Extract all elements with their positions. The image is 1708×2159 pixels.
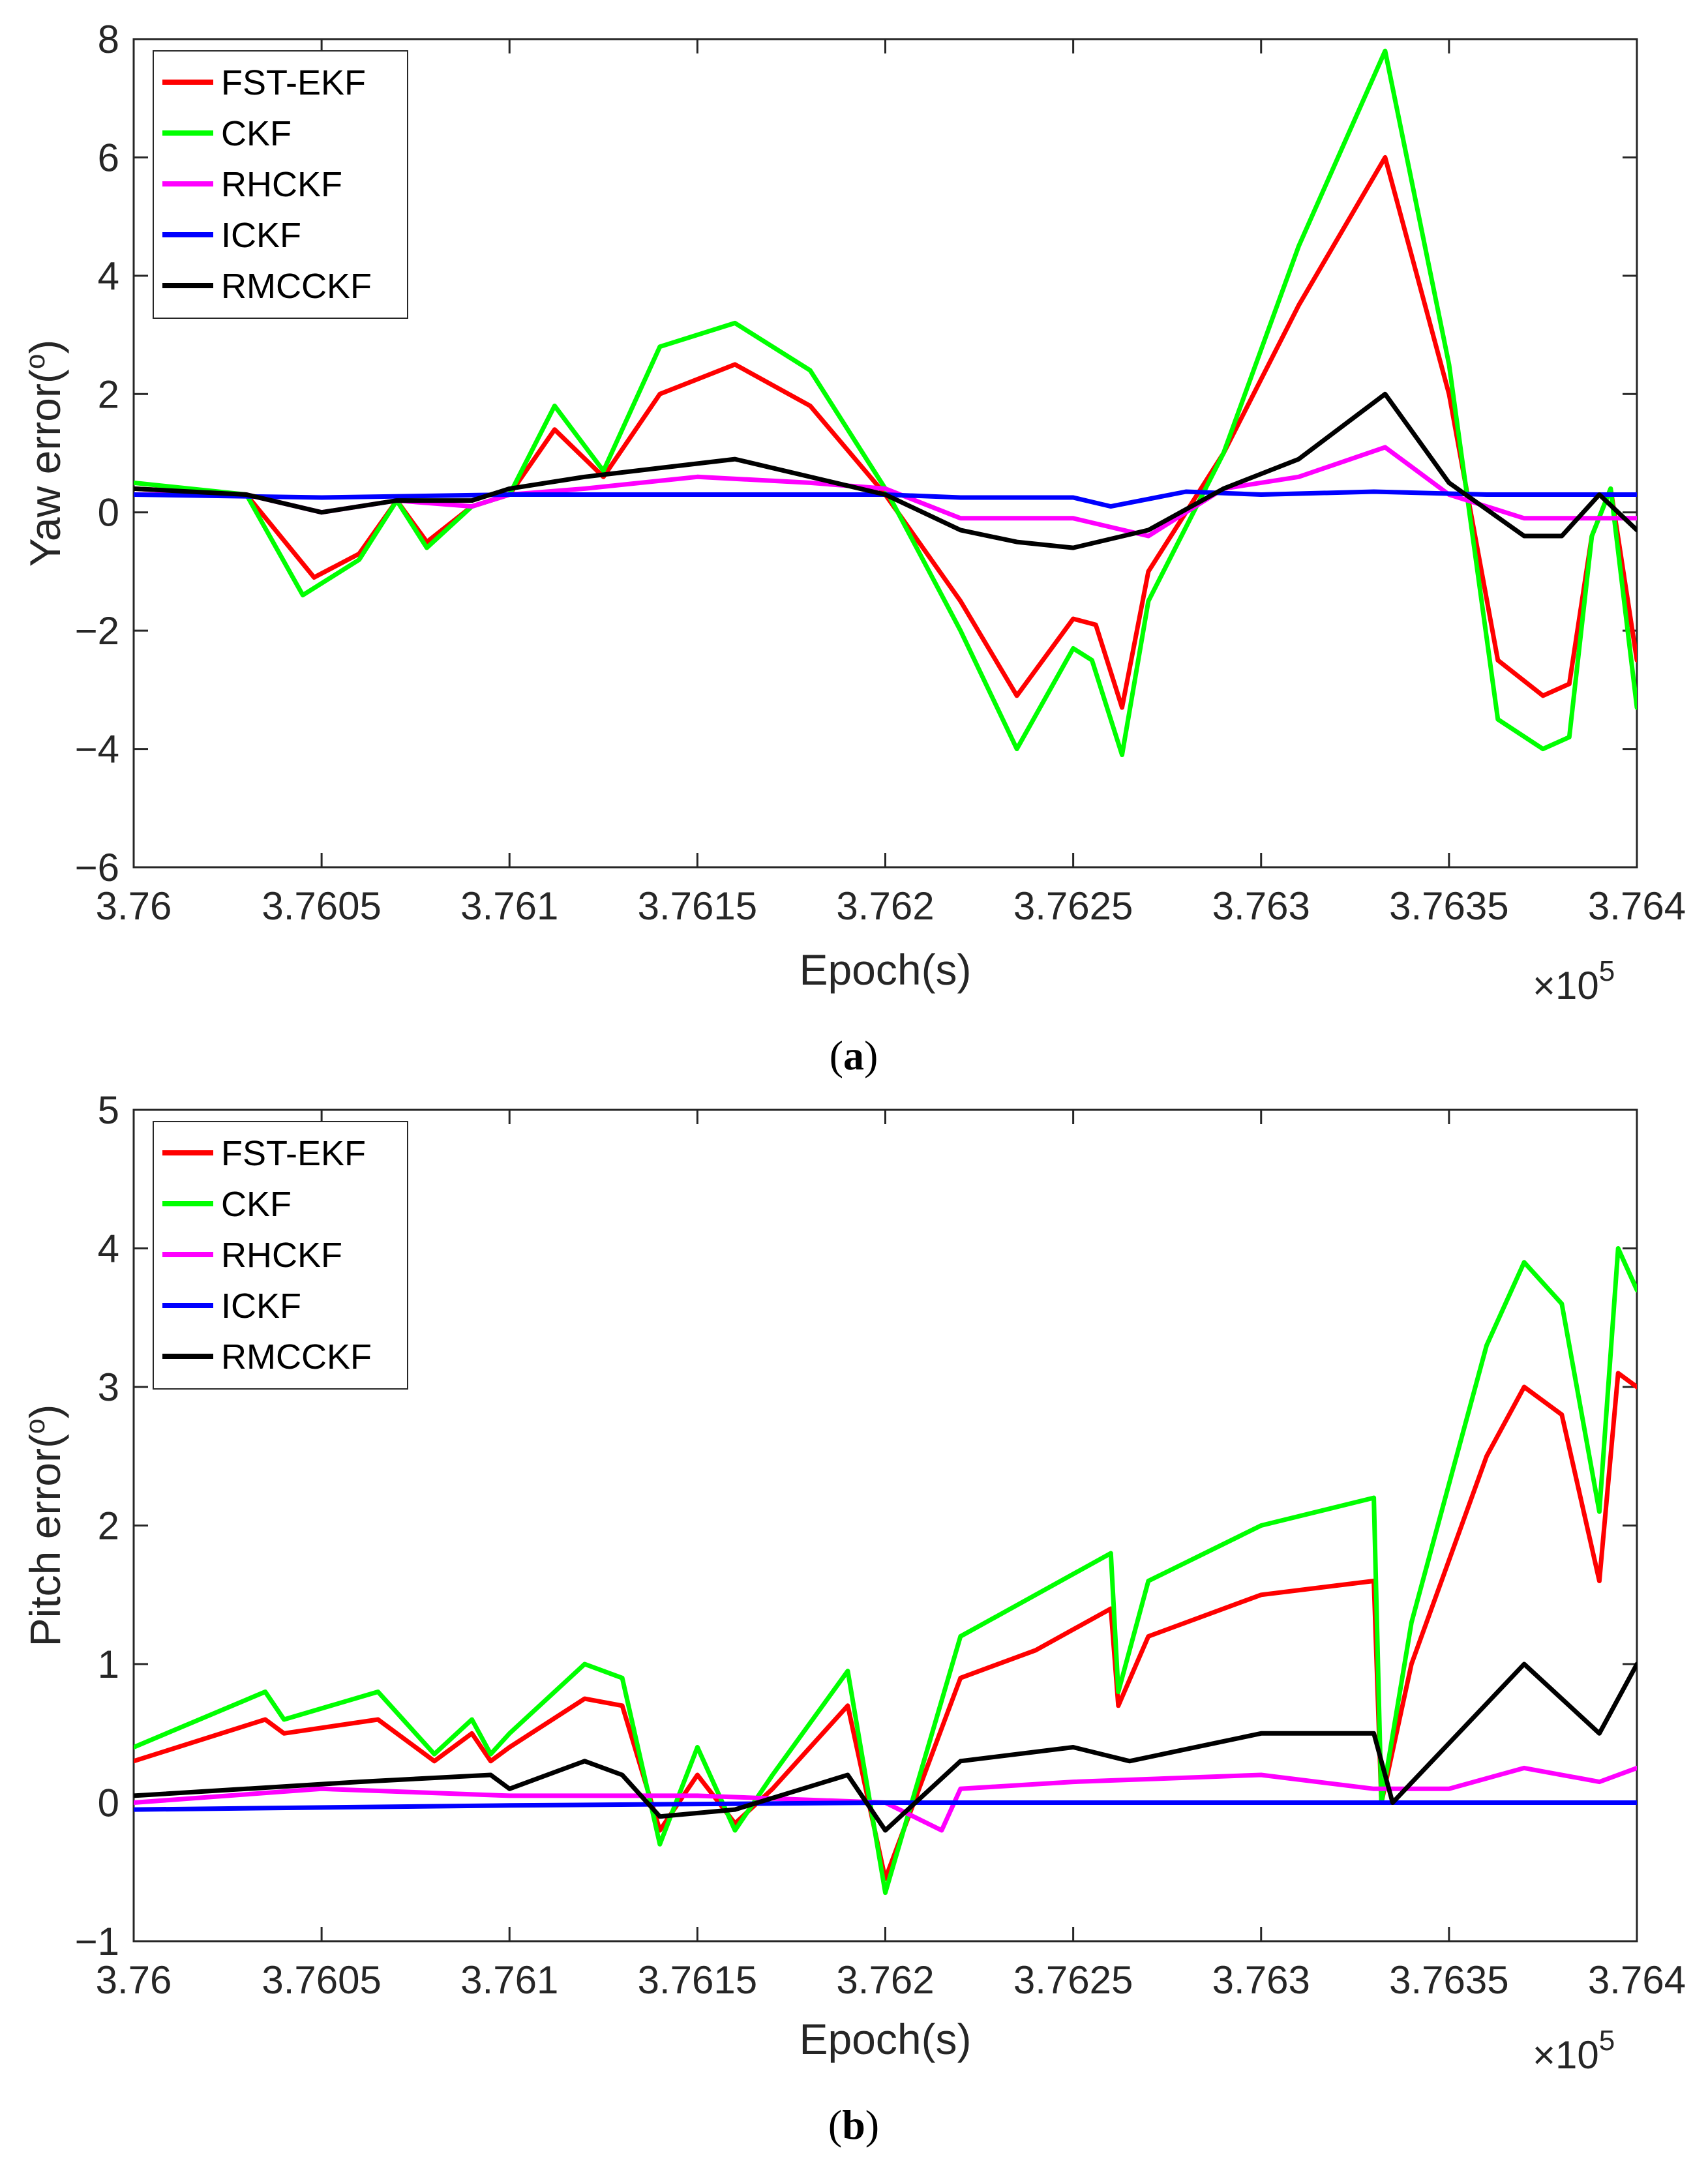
yaw-y-tick-label: 6 xyxy=(98,136,119,179)
yaw-y-tick-label: 0 xyxy=(98,491,119,535)
pitch-legend-label-fst-ekf: FST-EKF xyxy=(221,1134,366,1173)
yaw-y-tick-label: 2 xyxy=(98,372,119,416)
yaw-y-axis-label-text: Yaw error( xyxy=(21,369,69,567)
yaw-legend-label-rhckf: RHCKF xyxy=(221,165,342,204)
pitch-y-tick-label: −1 xyxy=(75,1920,119,1963)
yaw-x-tick-label: 3.7605 xyxy=(262,884,382,928)
yaw-y-tick-label: 8 xyxy=(98,18,119,61)
pitch-y-tick-label: 3 xyxy=(98,1365,119,1409)
pitch-x-axis-label: Epoch(s) xyxy=(799,2015,971,2063)
yaw-axis-ticks: 3.76 3.7605 3.761 3.7615 3.762 3.7625 3.763 3.7… xyxy=(75,18,1686,928)
pitch-y-tick-label: 0 xyxy=(98,1781,119,1825)
yaw-x-tick-label: 3.7615 xyxy=(638,884,758,928)
yaw-x-tick-label: 3.76 xyxy=(96,884,172,928)
yaw-legend: FST-EKF CKF RHCKF ICKF RMCCKF xyxy=(153,50,408,319)
yaw-x-tick-label: 3.764 xyxy=(1588,884,1686,928)
pitch-x-tick-label: 3.7605 xyxy=(262,1958,382,2002)
yaw-y-axis-label-degree: o xyxy=(20,354,50,369)
yaw-error-panel: 3.76 3.7605 3.761 3.7615 3.762 3.7625 3.763 3.7… xyxy=(20,18,1686,1079)
pitch-y-axis-label-close: ) xyxy=(21,1405,69,1419)
pitch-x-tick-label: 3.764 xyxy=(1588,1958,1686,2002)
yaw-y-tick-label: −2 xyxy=(75,609,119,653)
pitch-x-tick-label: 3.7615 xyxy=(638,1958,758,2002)
panel-b-caption: (b) xyxy=(828,2102,879,2148)
yaw-x-tick-label: 3.762 xyxy=(836,884,934,928)
yaw-y-tick-label: −4 xyxy=(75,728,119,771)
yaw-legend-label-fst-ekf: FST-EKF xyxy=(221,63,366,102)
yaw-exponent-base: ×10 xyxy=(1533,964,1599,1007)
yaw-series-ckf xyxy=(134,48,1637,758)
pitch-y-tick-label: 4 xyxy=(98,1227,119,1271)
pitch-y-axis-label: Pitch error(o) xyxy=(20,1405,69,1647)
pitch-legend-label-rmcckf: RMCCKF xyxy=(221,1337,372,1377)
yaw-y-tick-label: −6 xyxy=(75,846,119,889)
pitch-series-rmcckf xyxy=(134,1661,1637,1833)
pitch-series-rhckf xyxy=(134,1765,1637,1833)
pitch-x-tick-label: 3.7635 xyxy=(1389,1958,1509,2002)
panel-b-caption-open: ( xyxy=(828,2102,842,2148)
pitch-axis-ticks: 3.76 3.7605 3.761 3.7615 3.762 3.7625 3.763 3.7… xyxy=(75,1088,1686,2002)
yaw-x-axis-label: Epoch(s) xyxy=(799,945,971,994)
panel-a-caption: (a) xyxy=(830,1032,878,1079)
yaw-x-tick-label: 3.7625 xyxy=(1013,884,1133,928)
pitch-series-lines xyxy=(134,1246,1637,1896)
pitch-legend-label-ickf: ICKF xyxy=(221,1287,301,1326)
pitch-legend-label-rhckf: RHCKF xyxy=(221,1236,342,1275)
pitch-y-tick-label: 2 xyxy=(98,1504,119,1548)
pitch-x-tick-label: 3.76 xyxy=(96,1958,172,2002)
pitch-y-axis-label-degree: o xyxy=(20,1419,50,1434)
yaw-y-axis-label-close: ) xyxy=(21,340,69,354)
yaw-series-rmcckf xyxy=(134,391,1637,550)
yaw-legend-label-ickf: ICKF xyxy=(221,216,301,255)
panel-b-caption-letter: b xyxy=(842,2102,865,2148)
pitch-series-ickf xyxy=(134,1800,1637,1812)
panel-b-caption-close: ) xyxy=(865,2102,879,2148)
panel-a-caption-letter: a xyxy=(843,1032,864,1079)
yaw-x-tick-label: 3.763 xyxy=(1212,884,1310,928)
pitch-series-fst-ekf xyxy=(134,1371,1637,1881)
pitch-x-tick-label: 3.761 xyxy=(460,1958,558,2002)
yaw-legend-label-rmcckf: RMCCKF xyxy=(221,267,372,306)
yaw-x-tick-label: 3.761 xyxy=(460,884,558,928)
yaw-legend-label-ckf: CKF xyxy=(221,114,292,153)
pitch-y-tick-label: 1 xyxy=(98,1643,119,1686)
panel-a-caption-open: ( xyxy=(830,1032,843,1079)
yaw-y-tick-label: 4 xyxy=(98,254,119,298)
pitch-y-tick-label: 5 xyxy=(98,1088,119,1132)
pitch-legend: FST-EKF CKF RHCKF ICKF RMCCKF xyxy=(153,1121,408,1390)
pitch-legend-label-ckf: CKF xyxy=(221,1185,292,1224)
yaw-series-lines xyxy=(134,48,1637,758)
pitch-x-tick-label: 3.7625 xyxy=(1013,1958,1133,2002)
panel-a-caption-close: ) xyxy=(864,1032,878,1079)
yaw-x-axis-exponent: ×105 xyxy=(1533,955,1615,1007)
yaw-exponent-power: 5 xyxy=(1599,955,1615,987)
yaw-x-tick-label: 3.7635 xyxy=(1389,884,1509,928)
pitch-exponent-power: 5 xyxy=(1599,2025,1615,2057)
yaw-y-axis-label: Yaw error(o) xyxy=(20,340,69,567)
pitch-x-axis-exponent: ×105 xyxy=(1533,2025,1615,2077)
yaw-series-fst-ekf xyxy=(134,155,1637,710)
pitch-x-tick-label: 3.763 xyxy=(1212,1958,1310,2002)
pitch-y-axis-label-text: Pitch error( xyxy=(21,1434,69,1646)
pitch-exponent-base: ×10 xyxy=(1533,2033,1599,2077)
pitch-error-panel: 3.76 3.7605 3.761 3.7615 3.762 3.7625 3.763 3.7… xyxy=(20,1088,1686,2148)
pitch-x-tick-label: 3.762 xyxy=(836,1958,934,2002)
pitch-series-ckf xyxy=(134,1246,1637,1896)
